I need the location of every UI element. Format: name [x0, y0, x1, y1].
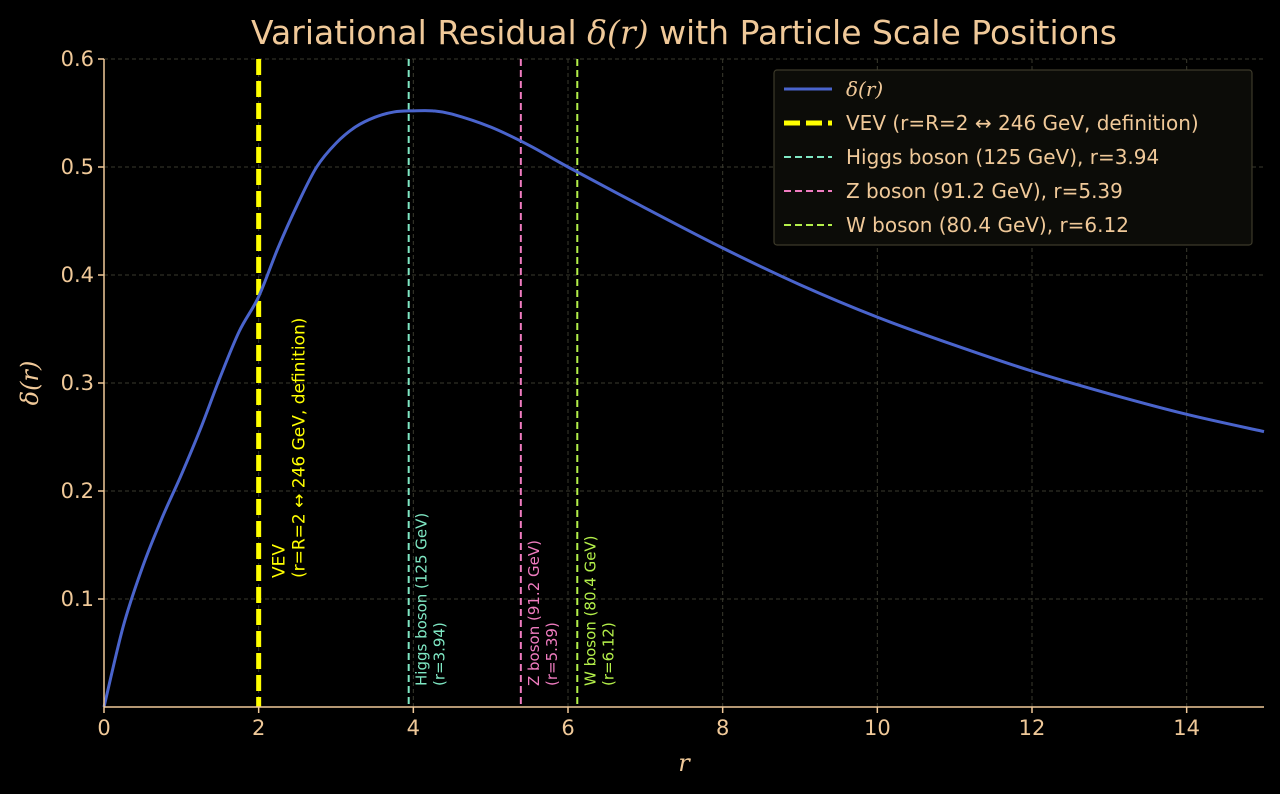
x-tick-label: 6	[561, 716, 574, 740]
vline-label: VEV	[270, 544, 290, 578]
vline-label: (r=6.12)	[599, 622, 617, 686]
vline-label: Higgs boson (125 GeV)	[413, 513, 431, 686]
chart-title-delta: δ(r)	[587, 13, 648, 52]
y-tick-label: 0.2	[61, 479, 94, 503]
x-tick-label: 4	[407, 716, 420, 740]
x-tick-label: 0	[97, 716, 110, 740]
x-tick-label: 12	[1019, 716, 1046, 740]
chart-title-tail: with Particle Scale Positions	[649, 13, 1117, 52]
legend-box	[773, 69, 1253, 246]
legend-label: Higgs boson (125 GeV), r=3.94	[846, 145, 1159, 169]
axes: 0 2 4 6 8 10 12 14 0.1 0.2 0.3 0.4 0.5 0.6	[61, 47, 1264, 740]
x-tick-label: 8	[716, 716, 729, 740]
vline-label: (r=5.39)	[543, 622, 561, 686]
reference-line-labels: VEV (r=R=2 ↔ 246 GeV, definition) Higgs bo…	[270, 318, 618, 686]
reference-lines	[256, 59, 579, 707]
y-tick-label: 0.3	[61, 371, 94, 395]
vline-label: (r=R=2 ↔ 246 GeV, definition)	[290, 318, 310, 578]
x-tick-label: 14	[1173, 716, 1200, 740]
chart-title-main: Variational Residual	[251, 13, 587, 52]
y-tick-label: 0.5	[61, 155, 94, 179]
plot-area	[102, 109, 1265, 708]
y-axis-label: δ(r)	[16, 361, 44, 406]
legend-label: Z boson (91.2 GeV), r=5.39	[846, 179, 1123, 203]
legend: δ(r) VEV (r=R=2 ↔ 246 GeV, definition) Hig…	[773, 69, 1253, 246]
vline-label: (r=3.94)	[431, 622, 449, 686]
x-tick-label: 2	[252, 716, 265, 740]
legend-label: VEV (r=R=2 ↔ 246 GeV, definition)	[846, 111, 1199, 135]
y-tick-label: 0.1	[61, 587, 94, 611]
delta-curve	[102, 109, 1265, 708]
y-tick-label: 0.4	[61, 263, 94, 287]
legend-label: δ(r)	[846, 77, 883, 101]
x-axis-label: r	[678, 749, 691, 777]
vline-label: W boson (80.4 GeV)	[581, 535, 599, 686]
chart-title: Variational Residual δ(r) with Particle …	[251, 13, 1117, 52]
legend-label: W boson (80.4 GeV), r=6.12	[846, 213, 1129, 237]
y-tick-label: 0.6	[61, 47, 94, 71]
x-tick-label: 10	[864, 716, 891, 740]
vline-label: Z boson (91.2 GeV)	[525, 540, 543, 686]
